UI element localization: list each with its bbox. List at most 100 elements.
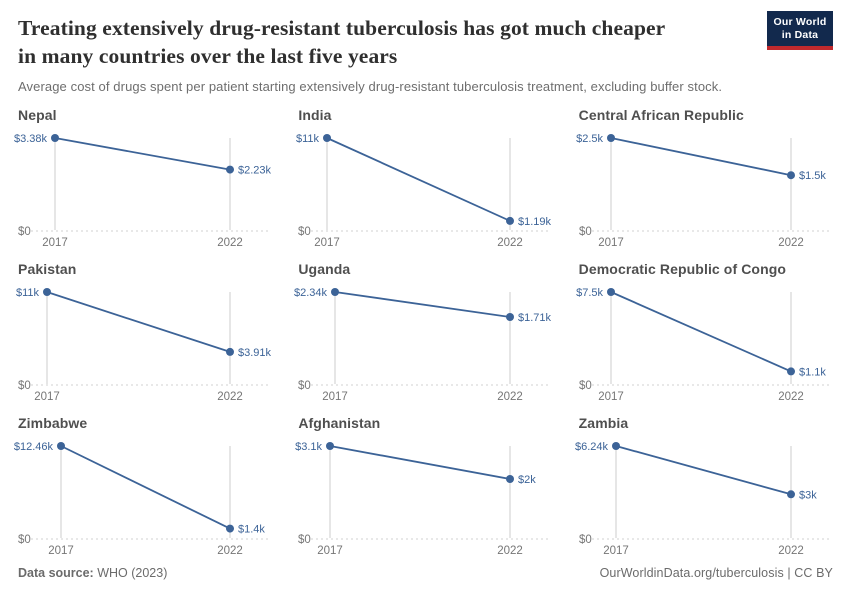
chart-grid: Nepal $0 2017 2022 $3.38k $2.23k India $0 2017 20… [14, 102, 835, 562]
chart-subtitle: Average cost of drugs spent per patient … [18, 79, 723, 94]
end-value-label: $1.5k [799, 170, 826, 182]
data-point-end [786, 490, 795, 499]
trend-line [60, 445, 231, 530]
data-source-value: WHO (2023) [93, 566, 168, 580]
panel-chart: $0 2017 2022 $6.24k $3k [575, 441, 829, 557]
start-value-label: $11k [16, 287, 40, 299]
panel-india: India $0 2017 2022 $11k $1.19k [296, 102, 554, 254]
panel-title: Pakistan [18, 261, 77, 277]
panel-chart: $0 2017 2022 $12.46k $1.4k [14, 441, 268, 557]
year-tick-2017: 2017 [315, 237, 341, 249]
zero-tick-label: $0 [18, 380, 31, 392]
panel-title: Afghanistan [298, 415, 381, 431]
panel-title: Central African Republic [578, 107, 744, 123]
panel-chart: $0 2017 2022 $2.34k $1.71k [294, 287, 552, 403]
data-source-note: Data source: WHO (2023) [18, 566, 167, 580]
data-point-start [606, 288, 615, 296]
panel-title: Zimbabwe [18, 415, 88, 431]
end-value-label: $1.1k [799, 366, 826, 378]
data-point-start [323, 134, 332, 142]
start-value-label: $7.5k [576, 287, 603, 299]
year-tick-2017: 2017 [318, 545, 344, 557]
page-title-line-2: in many countries over the last five yea… [18, 44, 398, 68]
year-tick-2022: 2022 [498, 391, 524, 403]
year-tick-2022: 2022 [498, 237, 524, 249]
trend-line [610, 137, 791, 177]
trend-line [54, 137, 231, 171]
year-tick-2022: 2022 [778, 391, 804, 403]
start-value-label: $3.38k [14, 133, 48, 145]
data-point-end [786, 367, 795, 376]
year-tick-2017: 2017 [34, 391, 60, 403]
zero-tick-label: $0 [298, 534, 311, 546]
end-value-label: $2k [518, 474, 536, 486]
panel-title: Zambia [578, 415, 629, 431]
header: Treating extensively drug-resistant tube… [18, 11, 833, 94]
data-point-start [57, 442, 65, 450]
data-point-end [506, 216, 515, 225]
panel-democratic-republic-of-congo: Democratic Republic of Congo $0 2017 2022 $7… [576, 256, 835, 408]
start-value-label: $11k [296, 133, 320, 145]
panel-chart: $0 2017 2022 $2.5k $1.5k [576, 133, 829, 249]
panel-uganda: Uganda $0 2017 2022 $2.34k $1.71k [294, 256, 554, 408]
end-value-label: $1.71k [518, 312, 552, 324]
panel-title: Nepal [18, 107, 57, 123]
trend-line [615, 445, 791, 496]
data-source-label: Data source: [18, 566, 94, 580]
start-value-label: $12.46k [14, 441, 54, 453]
zero-tick-label: $0 [18, 226, 31, 238]
data-point-end [506, 313, 515, 321]
zero-tick-label: $0 [298, 226, 311, 238]
panel-afghanistan: Afghanistan $0 2017 2022 $3.1k $2k [295, 410, 554, 562]
data-point-end [506, 475, 515, 483]
data-point-start [43, 288, 51, 296]
year-tick-2017: 2017 [48, 545, 74, 557]
panel-central-african-republic: Central African Republic $0 2017 2022 $2.5k $… [576, 102, 835, 254]
panel-zambia: Zambia $0 2017 2022 $6.24k $3k [575, 410, 835, 562]
page-title-line-1: Treating extensively drug-resistant tube… [18, 16, 666, 40]
panel-chart: $0 2017 2022 $7.5k $1.1k [576, 287, 829, 403]
zero-tick-label: $0 [579, 226, 592, 238]
panel-chart: $0 2017 2022 $11k $1.19k [296, 133, 552, 249]
owid-logo: Our World in Data [767, 11, 833, 50]
attribution-link[interactable]: OurWorldinData.org/tuberculosis | CC BY [599, 566, 833, 580]
data-point-start [331, 288, 340, 296]
owid-logo-text-line-1: Our World [773, 16, 827, 28]
year-tick-2022: 2022 [217, 545, 243, 557]
year-tick-2022: 2022 [498, 545, 524, 557]
panel-nepal: Nepal $0 2017 2022 $3.38k $2.23k [14, 102, 274, 254]
zero-tick-label: $0 [579, 380, 592, 392]
zero-tick-label: $0 [579, 534, 592, 546]
trend-line [610, 291, 792, 373]
zero-tick-label: $0 [298, 380, 311, 392]
year-tick-2017: 2017 [603, 545, 629, 557]
footer: Data source: WHO (2023) OurWorldinData.o… [18, 566, 833, 580]
title-block: Treating extensively drug-resistant tube… [18, 14, 833, 94]
year-tick-2017: 2017 [323, 391, 349, 403]
trend-line [330, 445, 511, 480]
panel-title: India [298, 107, 332, 123]
end-value-label: $3k [799, 489, 817, 501]
start-value-label: $6.24k [575, 441, 609, 453]
panel-pakistan: Pakistan $0 2017 2022 $11k $3.91k [16, 256, 274, 408]
start-value-label: $2.5k [576, 133, 603, 145]
data-point-start [611, 442, 620, 450]
year-tick-2022: 2022 [778, 545, 804, 557]
panel-chart: $0 2017 2022 $3.38k $2.23k [14, 133, 272, 249]
panel-title: Uganda [298, 261, 351, 277]
data-point-start [326, 442, 335, 450]
zero-tick-label: $0 [18, 534, 31, 546]
data-point-start [606, 134, 615, 142]
data-point-end [226, 524, 234, 533]
trend-line [326, 137, 511, 222]
year-tick-2017: 2017 [598, 237, 624, 249]
year-tick-2022: 2022 [217, 237, 243, 249]
data-point-end [226, 165, 234, 174]
start-value-label: $2.34k [294, 287, 328, 299]
data-point-start [51, 134, 59, 142]
panel-title: Democratic Republic of Congo [578, 261, 787, 277]
year-tick-2022: 2022 [217, 391, 243, 403]
end-value-label: $1.19k [518, 216, 552, 228]
